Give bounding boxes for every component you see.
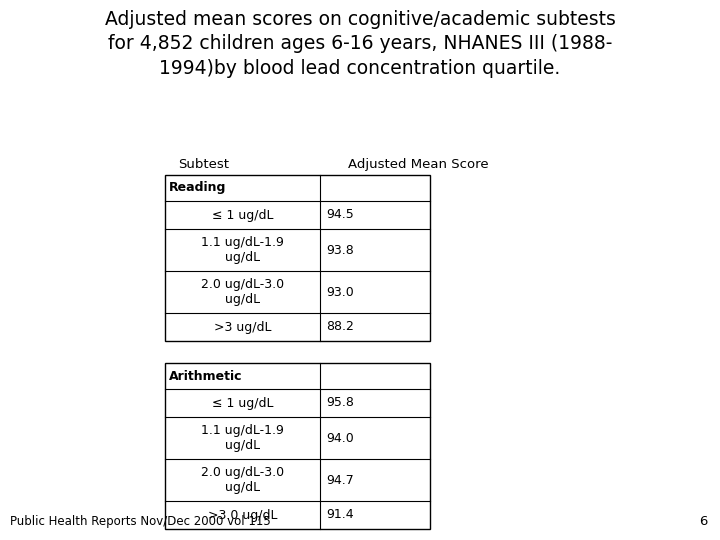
Text: Adjusted mean scores on cognitive/academic subtests
for 4,852 children ages 6-16: Adjusted mean scores on cognitive/academ… — [104, 10, 616, 78]
Text: Reading: Reading — [169, 181, 226, 194]
Text: >3 ug/dL: >3 ug/dL — [214, 321, 271, 334]
Text: 88.2: 88.2 — [326, 321, 354, 334]
Text: 93.8: 93.8 — [326, 244, 354, 256]
Text: 95.8: 95.8 — [326, 396, 354, 409]
Text: ≤ 1 ug/dL: ≤ 1 ug/dL — [212, 396, 274, 409]
Text: 1.1 ug/dL-1.9
ug/dL: 1.1 ug/dL-1.9 ug/dL — [201, 424, 284, 452]
Bar — [165, 363, 430, 529]
Text: 6: 6 — [700, 515, 708, 528]
Text: >3.0 ug/dL: >3.0 ug/dL — [208, 509, 277, 522]
Text: 94.7: 94.7 — [326, 474, 354, 487]
Text: 2.0 ug/dL-3.0
ug/dL: 2.0 ug/dL-3.0 ug/dL — [201, 466, 284, 494]
Text: 93.0: 93.0 — [326, 286, 354, 299]
Text: Public Health Reports Nov/Dec 2000 vol 115: Public Health Reports Nov/Dec 2000 vol 1… — [10, 515, 271, 528]
Text: 91.4: 91.4 — [326, 509, 354, 522]
Text: 94.5: 94.5 — [326, 208, 354, 221]
Text: 94.0: 94.0 — [326, 431, 354, 444]
Text: 2.0 ug/dL-3.0
ug/dL: 2.0 ug/dL-3.0 ug/dL — [201, 278, 284, 306]
Bar — [165, 175, 430, 341]
Text: Arithmetic: Arithmetic — [169, 369, 243, 382]
Text: ≤ 1 ug/dL: ≤ 1 ug/dL — [212, 208, 274, 221]
Text: Adjusted Mean Score: Adjusted Mean Score — [348, 158, 489, 171]
Text: Subtest: Subtest — [178, 158, 229, 171]
Text: 1.1 ug/dL-1.9
ug/dL: 1.1 ug/dL-1.9 ug/dL — [201, 236, 284, 264]
